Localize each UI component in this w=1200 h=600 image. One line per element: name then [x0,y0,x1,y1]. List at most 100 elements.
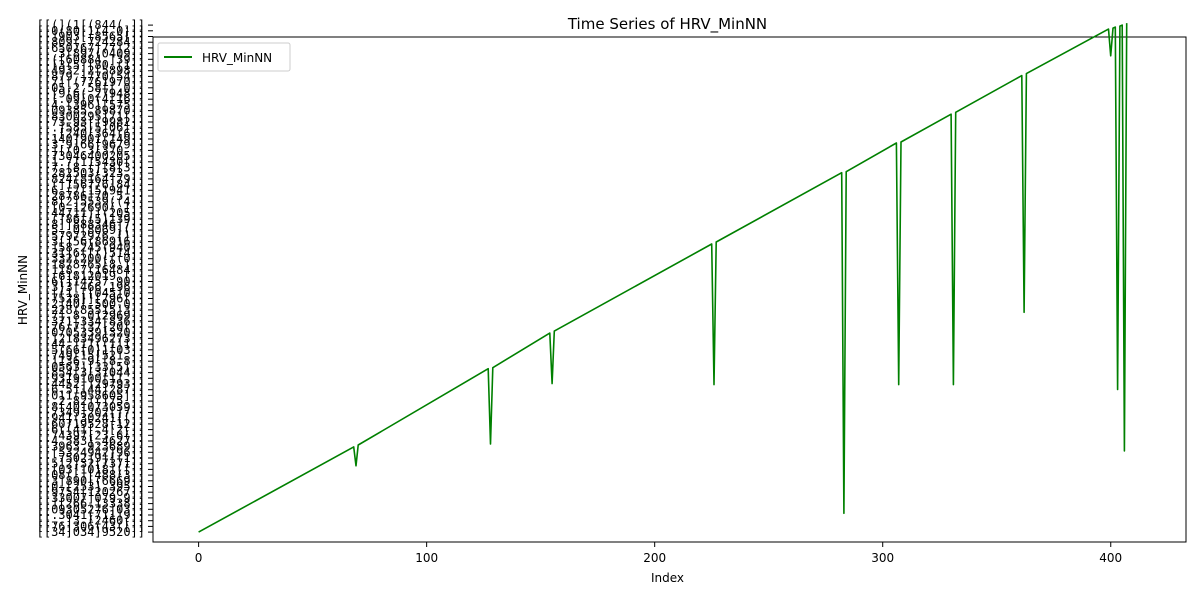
y-tick-label: [[09305276]03]] [37,502,145,516]
y-tick-label: [[3]3[466.196]] [37,280,145,294]
y-tick-label: [[282503(323.]] [37,166,145,180]
y-tick-label: [[76]306(43([]] [37,519,145,533]
y-tick-label: [[650767]77]2]] [37,41,145,55]
y-tick-label: [[2]40[.500.0]] [37,297,145,311]
y-tick-label: [[5..0[8069](]] [37,223,145,237]
x-tick-label: 400 [1099,551,1122,565]
y-tick-label: [[]58.245(940]] [37,240,145,254]
y-tick-label: [[011(958605]]] [37,388,145,402]
y-tick-label: [[3]890[(6669]] [37,474,145,488]
y-tick-label: [[809(.724284]] [37,35,145,49]
x-tick-label: 300 [871,551,894,565]
y-tick-label: [[0705339]320]] [37,326,145,340]
y-tick-label: [[60719528(12]] [37,417,145,431]
y-tick-label: [[8[401073059]] [37,400,145,414]
y-tick-label: [[7.[8.(][8[3]] [37,161,145,175]
y-tick-label: [[7528]][796[]] [37,292,145,306]
y-tick-label: [[0.[253].395]] [37,480,145,494]
y-tick-label: [[73046400205]] [37,149,145,163]
y-tick-label: [[09385.89870]] [37,104,145,118]
y-tick-label: [[.3041(711]9]] [37,508,145,522]
plot-area [152,23,1187,543]
y-tick-label: [[5]2]32[7371]] [37,457,145,471]
y-tick-label: [[][266.13338]] [37,497,145,511]
y-tick-label: [[94](30241[[]] [37,411,145,425]
y-tick-label: [[(]86[(5]139]] [37,212,145,226]
y-tick-label: [[4.[396][575]] [37,98,145,112]
y-tick-label: [[.2.82](]75.]] [37,394,145,408]
y-tick-label: [[7].8.012969]] [37,309,145,323]
y-tick-label: [[(](1[(844(.]] [37,18,145,32]
y-tick-label: [[6((41[.4[2(]] [37,423,145,437]
y-tick-label: [[]136.9([8.8]] [37,354,145,368]
y-tick-label: [[8300295]71[]] [37,109,145,123]
y-tick-label: [[140]901(149]] [37,132,145,146]
y-tick-label: [[4932]2[5898]] [37,64,145,78]
y-tick-label: [[(.09[0(4[16]] [37,92,145,106]
y-tick-label: [[854[3(31044]] [37,366,145,380]
y-tick-label: [[[0.12690(.]]] [37,200,145,214]
legend-box [157,42,291,72]
y-tick-garble: [[34]034]9520]][[76]306(43([]][[..]3.(24… [37,18,153,539]
y-tick-label: [[76(7]37[20[]] [37,320,145,334]
y-tick-label: [[[9[6(.27948]] [37,87,145,101]
y-axis-label: HRV_MinNN [16,255,30,325]
y-tick-label: [[31]6([(]514]] [37,246,145,260]
y-tick-label: [[(61812019.[]] [37,269,145,283]
legend: HRV_MinNN [157,42,291,72]
y-tick-label: [[371[334[836]] [37,314,145,328]
chart-title: Time Series of HRV_MinNN [567,15,767,34]
y-tick-label: [[0(80[1(4.0]]] [37,24,145,38]
y-tick-label: [[5(66[0]1[03]] [37,343,145,357]
y-tick-label: [[824(8164]79]] [37,172,145,186]
x-axis-ticks: 0 100 200 300 400 [195,542,1122,565]
y-tick-label: [[([60884.]39]] [37,52,145,66]
y-tick-label: [[28786]70.5.]] [37,189,145,203]
y-tick-label: [[[03[1018]([]] [37,462,145,476]
y-tick-label: [[8]]888346]7]] [37,218,145,232]
y-tick-label: [[]2183496273]] [37,331,145,345]
y-tick-label: [[4.583].4627]] [37,434,145,448]
y-tick-label: [[1.7]115430[]] [37,155,145,169]
x-axis-label: Index [651,571,684,585]
y-tick-label: [[6.(7[151941]] [37,183,145,197]
y-tick-label: [[.]585[5]06]]] [37,121,145,135]
y-tick-label: [[6.51144]287]] [37,383,145,397]
y-tick-label: [[.[240(364(6]] [37,126,145,140]
y-tick-label: [[33007]079.9]] [37,491,145,505]
y-tick-label: [[9754[120267]] [37,485,145,499]
axes-frame [152,36,1187,543]
y-tick-label: [[4452]]29793]] [37,377,145,391]
y-tick-label: [[..]3.(2460(]] [37,514,145,528]
y-tick-label: [[118.7(16484]] [37,263,145,277]
y-tick-label: [[74397[23.6(]] [37,428,145,442]
y-tick-label: [[44711]](205]] [37,206,145,220]
y-tick-label: [[73.93[]9982]] [37,115,145,129]
y-tick-label: [[0563][33[5]]] [37,360,145,374]
y-tick-label: [[[5324942]96]] [37,445,145,459]
y-tick-label: [[05.2.58[[.0]] [37,81,145,95]
y-tick-label: [[228(85515]3]] [37,303,145,317]
y-tick-label: [[44.]1]((1]1]] [37,337,145,351]
y-tick-label: [[749[15[521.]] [37,349,145,363]
legend-label: HRV_MinNN [202,51,272,65]
y-tick-label: [[7][(7761970]] [37,75,145,89]
y-tick-label: [[8[2]5539((4]] [37,195,145,209]
y-tick-label: [[[(1.[[045]0]] [37,286,145,300]
y-tick-label: [[57972976.[]]] [37,229,145,243]
y-tick-label: [[879.]770(54]] [37,69,145,83]
y-tick-label: [[.3[897(0409]] [37,47,145,61]
y-tick-label: [[08([][488(3]] [37,468,145,482]
y-tick-label: [[][(0.3(370.]] [37,143,145,157]
y-tick-label: [[7349]202[]7]] [37,406,145,420]
y-tick-label: [[3.9]66[9679]] [37,138,145,152]
x-tick-label: 0 [195,551,203,565]
y-tick-label: [[93]9100[11.]] [37,371,145,385]
y-tick-label: [[34]034]9520]] [37,525,145,539]
y-tick-label: [[3963.923689]] [37,440,145,454]
y-tick-label: [[.7502]9][(1]] [37,451,145,465]
y-tick-label: [[332(200(((0]] [37,252,145,266]
y-tick-label: [[(]156776]84]] [37,178,145,192]
